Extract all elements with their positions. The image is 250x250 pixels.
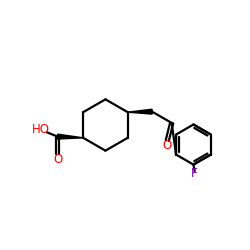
- Polygon shape: [58, 134, 83, 139]
- Text: O: O: [162, 140, 172, 152]
- Text: F: F: [191, 168, 198, 180]
- Text: O: O: [53, 153, 62, 166]
- Polygon shape: [128, 109, 152, 114]
- Text: HO: HO: [32, 123, 50, 136]
